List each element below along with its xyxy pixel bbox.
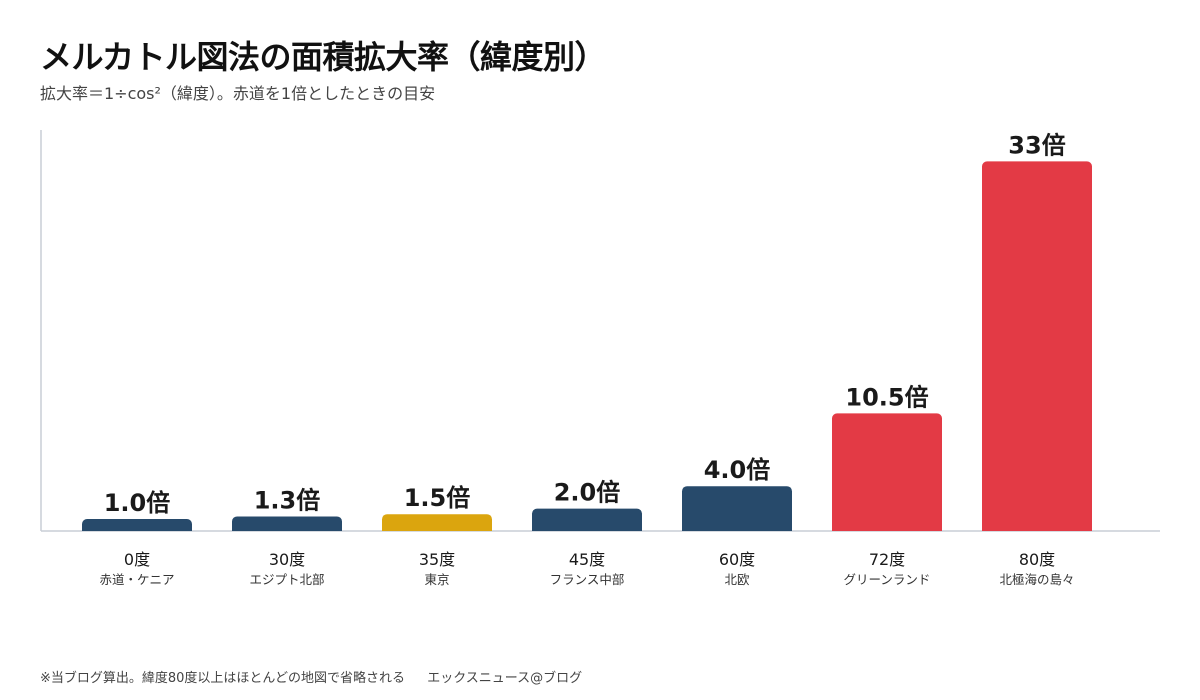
value-label: 2.0倍 (554, 479, 621, 507)
bar (982, 161, 1092, 531)
bar-base (532, 525, 642, 531)
category-label: 0度 (124, 550, 150, 569)
category-label: 80度 (1019, 550, 1055, 569)
footer-brand: エックスニュース@ブログ (427, 671, 583, 686)
bar (832, 413, 942, 531)
bar-base (232, 525, 342, 531)
value-label: 1.0倍 (104, 489, 171, 517)
bar (682, 486, 792, 531)
category-sublabel: フランス中部 (550, 572, 625, 587)
footer-note: ※当ブログ算出。緯度80度以上はほとんどの地図で省略される (40, 671, 406, 686)
category-sublabel: 北欧 (724, 572, 750, 587)
bar-base (982, 525, 1092, 531)
value-label: 10.5倍 (845, 383, 928, 411)
bar-base (682, 525, 792, 531)
value-label: 4.0倍 (704, 456, 771, 484)
category-sublabel: 東京 (424, 572, 449, 587)
footer: ※当ブログ算出。緯度80度以上はほとんどの地図で省略される エックスニュース@ブ… (40, 667, 582, 686)
bar-base (82, 525, 192, 531)
bar-base (832, 525, 942, 531)
category-label: 35度 (419, 550, 455, 569)
chart-title: メルカトル図法の面積拡大率（緯度別） (40, 38, 607, 76)
category-sublabel: エジプト北部 (249, 572, 324, 587)
bar-base (382, 525, 492, 531)
value-label: 1.3倍 (254, 486, 321, 514)
category-sublabel: 赤道・ケニア (99, 572, 174, 587)
category-label: 60度 (719, 550, 755, 569)
category-sublabel: グリーンランド (844, 572, 931, 587)
value-label: 33倍 (1008, 131, 1065, 159)
chart-subtitle: 拡大率＝1÷cos²（緯度）。赤道を1倍としたときの目安 (40, 84, 436, 103)
category-sublabel: 北極海の島々 (999, 572, 1074, 587)
category-label: 45度 (569, 550, 605, 569)
category-label: 30度 (269, 550, 305, 569)
category-label: 72度 (869, 550, 905, 569)
value-label: 1.5倍 (404, 484, 471, 512)
